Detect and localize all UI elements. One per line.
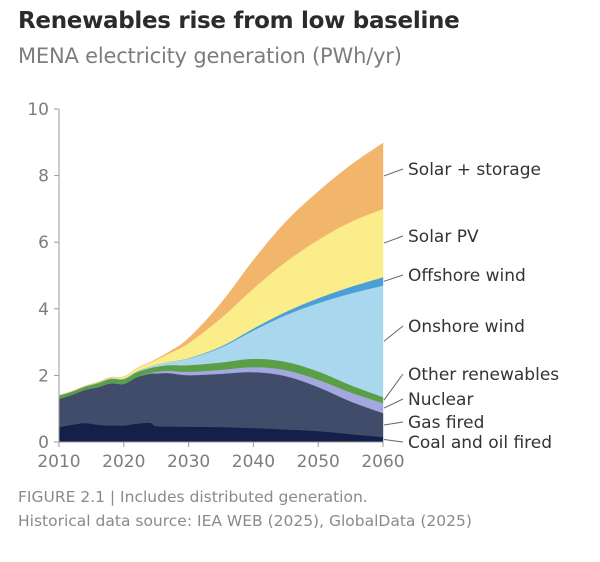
leader-line-other-renewables bbox=[383, 373, 404, 401]
x-tick-label: 2060 bbox=[361, 452, 404, 472]
leader-line-onshore-wind bbox=[383, 325, 404, 342]
legend-label-gas-fired: Gas fired bbox=[408, 413, 484, 433]
chart-subtitle: MENA electricity generation (PWh/yr) bbox=[18, 44, 402, 68]
x-tick-label: 2040 bbox=[232, 452, 275, 472]
y-tick-label: 6 bbox=[38, 233, 49, 253]
legend-label-coal-and-oil-fired: Coal and oil fired bbox=[408, 433, 552, 453]
leader-line-coal-and-oil-fired bbox=[383, 439, 404, 443]
chart-title: Renewables rise from low baseline bbox=[18, 8, 460, 34]
x-tick-label: 2010 bbox=[37, 452, 80, 472]
figure-caption: FIGURE 2.1 | Includes distributed genera… bbox=[18, 488, 368, 506]
legend-label-solar-storage: Solar + storage bbox=[408, 160, 541, 180]
y-tick-label: 0 bbox=[38, 433, 49, 453]
y-tick-label: 2 bbox=[38, 366, 49, 386]
legend-label-solar-pv: Solar PV bbox=[408, 227, 479, 247]
leader-line-gas-fired bbox=[383, 421, 404, 426]
legend-label-other-renewables: Other renewables bbox=[408, 365, 559, 385]
legend-label-onshore-wind: Onshore wind bbox=[408, 317, 525, 337]
leader-line-solar-storage bbox=[383, 168, 404, 177]
axes: 0 2 4 6 8 10 2010 2020 2030 2040 2050 2060 bbox=[27, 100, 404, 472]
leader-line-offshore-wind bbox=[383, 274, 404, 282]
area-solar-storage bbox=[58, 142, 384, 396]
y-tick-label: 8 bbox=[38, 167, 49, 187]
area-layers bbox=[58, 142, 384, 443]
legend-label-offshore-wind: Offshore wind bbox=[408, 266, 526, 286]
leader-line-nuclear bbox=[383, 398, 404, 409]
x-tick-label: 2050 bbox=[297, 452, 340, 472]
y-tick-label: 10 bbox=[27, 100, 49, 120]
leader-line-solar-pv bbox=[383, 235, 404, 244]
x-tick-label: 2020 bbox=[102, 452, 145, 472]
legend-label-nuclear: Nuclear bbox=[408, 390, 473, 410]
y-tick-label: 4 bbox=[38, 300, 49, 320]
x-tick-label: 2030 bbox=[167, 452, 210, 472]
data-source-note: Historical data source: IEA WEB (2025), … bbox=[18, 512, 472, 530]
